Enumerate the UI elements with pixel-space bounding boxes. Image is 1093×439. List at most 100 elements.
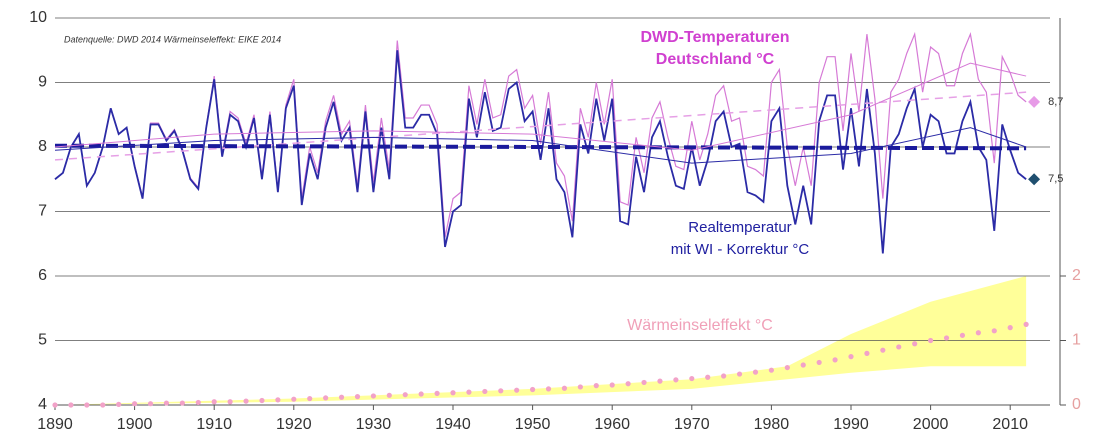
x-tick-label: 1940 <box>435 416 471 433</box>
wi-dot <box>243 398 249 404</box>
plot: 4 5 6 7 8 9 10 0 1 2 1890 1900 1910 1920 1930 1940 1950 1… <box>29 9 1081 433</box>
wi-dot <box>1023 321 1029 327</box>
x-tick-label: 1890 <box>37 416 73 433</box>
wi-dot <box>736 371 743 377</box>
wi-dot <box>641 379 647 386</box>
wi-dot <box>625 381 631 387</box>
series-label: mit WI - Korrektur °C <box>671 241 810 258</box>
wi-dot <box>705 374 711 380</box>
wi-dot <box>68 402 74 408</box>
x-tick-label: 1990 <box>833 416 869 433</box>
wi-dot <box>928 337 934 344</box>
wi-dot <box>577 384 583 390</box>
y2-tick-label: 2 <box>1072 267 1081 284</box>
wi-dot <box>211 399 217 405</box>
source-note: Datenquelle: DWD 2014 Wärmeinseleffekt: … <box>64 34 281 44</box>
x-tick-label: 1900 <box>117 416 153 433</box>
wi-dot <box>545 386 552 392</box>
data-line <box>54 50 1027 254</box>
wi-dot <box>307 395 313 402</box>
wi-dot <box>880 347 886 353</box>
wi-dot <box>816 359 822 366</box>
y-tick-label: 7 <box>38 203 47 220</box>
wi-dot <box>434 390 440 396</box>
wi-dot <box>100 402 106 408</box>
series-label: Wärmeinseleffekt °C <box>627 317 773 334</box>
end-label: 7,5 <box>1048 173 1063 185</box>
wi-dot <box>800 362 806 368</box>
y-tick-label: 4 <box>38 396 47 413</box>
wi-dot <box>975 330 981 336</box>
wi-dot <box>498 388 504 394</box>
end-label: 8,7 <box>1048 96 1063 108</box>
wi-dot <box>673 377 679 383</box>
wi-dot <box>259 397 265 404</box>
x-tick-label: 1960 <box>594 416 630 433</box>
wi-dot <box>959 332 966 338</box>
x-tick-label: 2000 <box>913 416 949 433</box>
wi-dot <box>752 369 759 375</box>
data-line <box>54 31 1027 238</box>
wi-dot <box>896 344 902 350</box>
end-marker <box>1028 95 1041 108</box>
wi-dot <box>275 397 281 403</box>
wi-dot <box>195 399 201 406</box>
wi-dot <box>784 364 790 371</box>
y-tick-label: 6 <box>38 267 47 284</box>
series-label: Deutschland °C <box>656 51 775 68</box>
wi-dot <box>657 378 663 384</box>
wi-dot <box>864 350 870 356</box>
x-tick-label: 1910 <box>196 416 232 433</box>
y-tick-label: 9 <box>38 74 47 91</box>
wi-dot <box>116 401 122 407</box>
wi-dot <box>943 335 950 341</box>
series-label: Realtemperatur <box>688 219 791 236</box>
x-tick-label: 1920 <box>276 416 312 433</box>
wi-dot <box>132 401 138 407</box>
wi-dot <box>450 390 456 396</box>
y-tick-label: 5 <box>38 332 47 349</box>
series-label: DWD-Temperaturen <box>640 29 789 46</box>
wi-dot <box>689 375 695 382</box>
wi-dot <box>768 367 775 373</box>
wi-dot <box>291 396 297 402</box>
trend-line <box>54 127 1027 164</box>
trend-line <box>54 62 1027 151</box>
wi-dot <box>466 389 472 395</box>
x-tick-label: 1930 <box>356 416 392 433</box>
wi-dot <box>163 400 170 406</box>
y2-tick-label: 1 <box>1072 332 1081 349</box>
wi-dot <box>721 373 727 379</box>
wi-dot <box>179 400 185 406</box>
wi-dot <box>354 394 361 400</box>
wi-dot <box>593 383 599 389</box>
wi-dot <box>530 386 536 393</box>
wi-dot <box>848 354 854 360</box>
wi-dot <box>323 395 329 401</box>
wi-dot <box>52 402 58 408</box>
wi-dot <box>991 328 997 334</box>
wi-dot <box>227 399 233 405</box>
trend-line <box>54 143 1027 151</box>
wi-dot <box>561 385 568 391</box>
wi-dot <box>147 401 154 407</box>
y-tick-label: 10 <box>29 9 47 26</box>
wi-dot <box>84 402 90 408</box>
wi-dot <box>338 394 345 400</box>
wi-dot <box>402 392 408 398</box>
y2-tick-label: 0 <box>1072 396 1081 413</box>
wi-dot <box>370 393 376 399</box>
wi-dot <box>832 357 838 363</box>
y-tick-label: 8 <box>38 138 47 155</box>
wi-dot <box>609 382 615 388</box>
x-tick-label: 1950 <box>515 416 551 433</box>
x-tick-label: 1970 <box>674 416 710 433</box>
wi-dot <box>386 392 392 398</box>
wi-dot <box>418 391 424 397</box>
wi-dot <box>1007 325 1013 331</box>
uncertainty-band <box>55 276 1027 405</box>
wi-dot <box>482 388 488 395</box>
x-tick-label: 2010 <box>992 416 1028 433</box>
end-marker <box>1028 173 1041 186</box>
